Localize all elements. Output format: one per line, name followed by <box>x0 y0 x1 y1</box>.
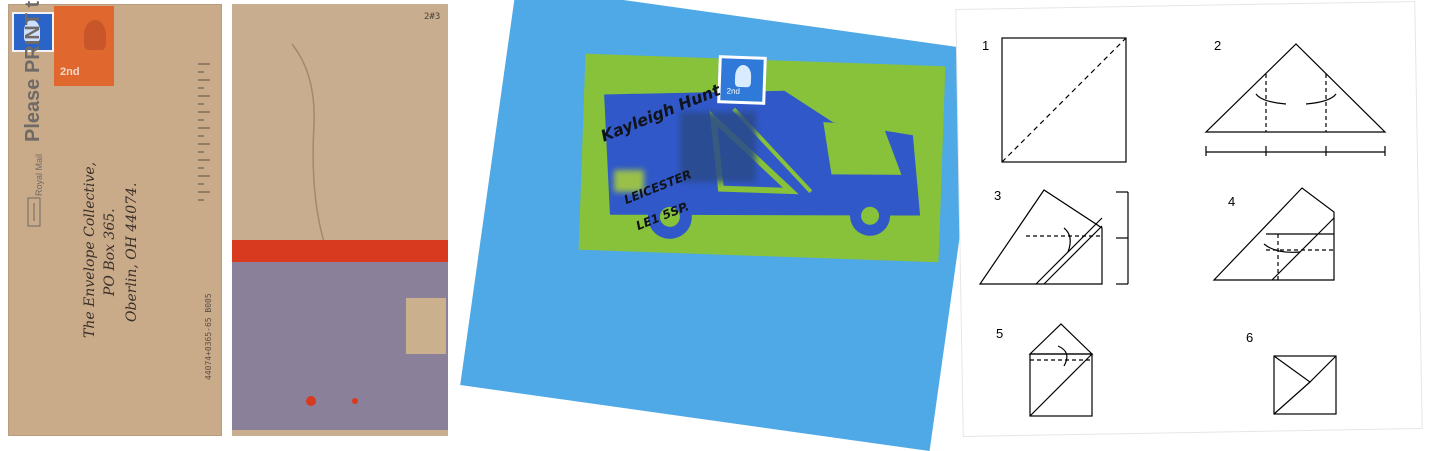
redacted-line <box>614 170 644 192</box>
red-paint-speck <box>352 398 358 404</box>
postmark-service: Royal Mail <box>34 153 44 196</box>
barcode-ticks <box>198 63 210 201</box>
card-stamp-value: 2nd <box>726 86 741 96</box>
redacted-address-block <box>680 112 756 182</box>
address-line-1: The Envelope Collective, <box>82 161 98 338</box>
meter-mark <box>27 197 41 227</box>
blue-postage-stamp <box>12 12 54 52</box>
queen-silhouette-icon <box>24 20 40 42</box>
step-number: 1 <box>982 38 990 53</box>
step-3-fold <box>978 189 1129 285</box>
step-1-square <box>1001 37 1127 163</box>
step-number: 6 <box>1246 330 1254 345</box>
red-paint-speck <box>306 396 316 406</box>
queen-silhouette-icon <box>84 20 106 50</box>
envelope-front <box>8 4 222 436</box>
address-line-3: Oberlin, OH 44074. <box>124 182 140 322</box>
step-number: 4 <box>1228 194 1236 209</box>
corner-mark: 2#3 <box>424 12 441 22</box>
step-number: 5 <box>996 326 1004 341</box>
envelope-flap-crease <box>291 43 325 243</box>
address-line-2: PO Box 365. <box>102 208 118 296</box>
card-stamp: 2nd <box>717 55 767 105</box>
step-4-fold <box>1212 187 1335 281</box>
step-number: 2 <box>1214 38 1222 53</box>
step-2-triangle <box>1204 43 1387 156</box>
window-cutout <box>406 298 446 354</box>
folding-diagrams <box>978 37 1387 417</box>
step-number: 3 <box>994 188 1002 203</box>
queen-silhouette-icon <box>734 64 752 88</box>
red-paint-strip <box>232 240 448 264</box>
stamp-value: 2nd <box>60 66 80 78</box>
orange-postage-stamp: 2nd <box>54 6 114 86</box>
step-6-finished <box>1273 355 1337 415</box>
barcode-digits: 44074+0365-65 B005 <box>204 293 213 380</box>
postmark-slogan: Please PRINT the Postcode <box>22 0 44 142</box>
step-5-envelope <box>1028 323 1094 417</box>
